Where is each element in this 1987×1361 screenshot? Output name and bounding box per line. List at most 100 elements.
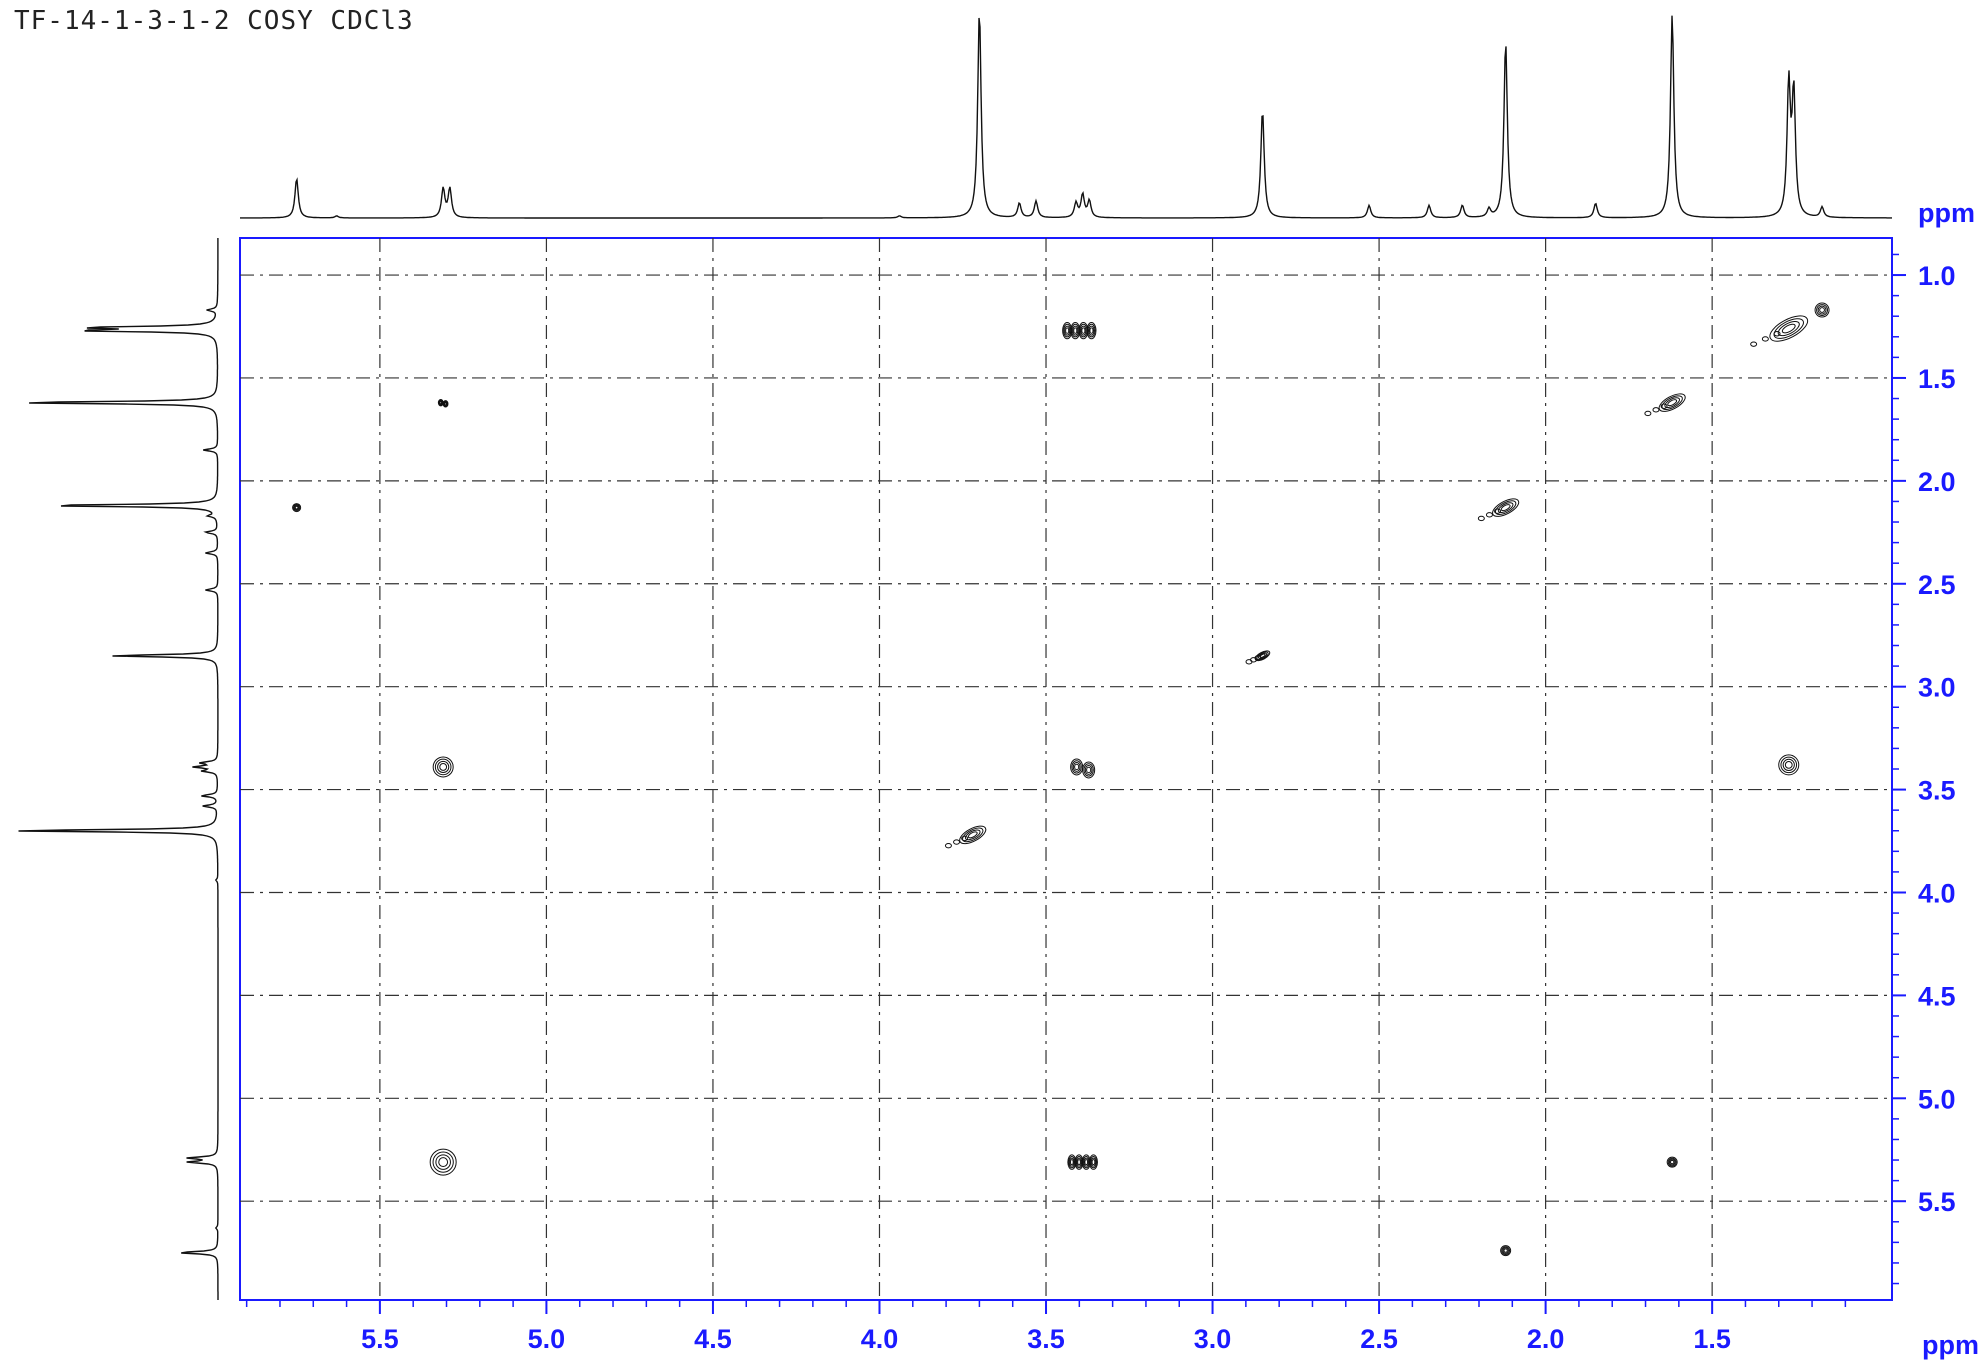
contour-ring [293,503,301,512]
contour-ring [1781,323,1796,334]
x-tick-label: 5.5 [361,1324,399,1354]
plot-frame [239,237,1893,1301]
x-axis-unit: ppm [1922,1330,1979,1360]
cross-peak [1666,1156,1678,1168]
contour-ring [1076,1157,1082,1167]
x-tick-label: 2.5 [1360,1324,1398,1354]
contour-ring [1069,1159,1074,1166]
contour-ring [1090,1157,1097,1167]
contour-ring [1082,761,1096,779]
contour-ring [1084,764,1093,775]
contour-ring [437,760,450,774]
y-tick-label: 1.5 [1918,364,1956,394]
contour-ring [1073,327,1078,334]
contour-ring [438,1157,449,1168]
contour-ring [1072,325,1079,336]
contour-ring [1667,1157,1677,1167]
contour-ring [1064,325,1071,336]
y-axis-unit: ppm [1918,198,1975,228]
contour-ring [1814,302,1830,318]
contour-ring [1658,393,1686,412]
cross-peak [1067,1154,1098,1170]
contour-ring [1088,1154,1098,1170]
contour-ring [967,831,978,839]
contour-ring [1089,1155,1098,1169]
contour-ring [434,758,452,776]
cross-peak [429,1148,457,1176]
cross-peak [1477,498,1520,522]
contour-ring [1668,1158,1676,1166]
x-tick-label: 4.5 [694,1324,732,1354]
contour-ring [443,400,448,407]
contour-ring [1081,327,1086,334]
contour-ring [1072,761,1081,772]
contour-ring [1259,653,1266,658]
y-tick-label: 4.0 [1918,878,1956,908]
contour-ring [1477,515,1485,522]
y-tick-label: 1.0 [1918,261,1956,291]
contour-ring [1065,327,1070,334]
y-tick-label: 4.5 [1918,981,1956,1011]
contour-ring [953,839,961,845]
contour-ring [442,400,449,408]
contour-ring [1502,1247,1509,1254]
contour-ring [961,835,969,842]
contour-ring [1494,508,1502,514]
y-tick-label: 3.5 [1918,776,1956,806]
cross-peak [1500,1245,1512,1257]
contour-ring [1769,315,1809,342]
contour-ring [1773,331,1781,337]
contour-ring [1780,756,1798,774]
y-tick-label: 2.0 [1918,467,1956,497]
contour-ring [294,505,299,510]
cross-peak [432,756,454,778]
contour-ring [1257,652,1268,660]
cross-peak [1070,758,1096,779]
contour-ring [293,504,300,511]
x-axis: 5.5 5.0 4.5 4.0 3.5 3.0 2.5 2.0 1.5 [245,1300,1847,1354]
contour-ring [439,401,443,405]
contour-ring [1089,327,1094,334]
contour-ring [1503,1248,1508,1253]
y-axis: 1.0 1.5 2.0 2.5 3.0 3.5 4.0 4.5 5.0 5.5 [1892,253,1956,1285]
contour-ring [944,842,952,849]
cross-peak [1245,650,1271,665]
cross-peak [944,825,987,849]
x-tick-label: 1.5 [1693,1324,1731,1354]
contour-ring [432,756,454,778]
y-tick-label: 5.0 [1918,1084,1956,1114]
cross-peak [1750,315,1809,347]
cross-peak [292,503,302,513]
contour-ring [438,400,443,405]
contour-ring [1492,498,1520,517]
contour-ring [1256,651,1269,661]
contour-ring [1652,407,1660,413]
contour-ring [1817,305,1827,315]
x-tick-label: 2.0 [1527,1324,1565,1354]
contour-ring [1083,1157,1089,1167]
cross-peak [1778,754,1800,776]
x-tick-label: 3.5 [1027,1324,1065,1354]
contour-ring [1071,760,1082,774]
contour-ring [1784,760,1793,769]
contour-ring [964,829,981,841]
contour-ring [1660,403,1668,409]
contour-ring [1750,341,1758,347]
left-projection-spectrum [18,238,219,1300]
contour-ring [1500,504,1511,512]
contour-ring [1485,512,1493,518]
y-tick-label: 2.5 [1918,570,1956,600]
x-tick-label: 4.0 [861,1324,899,1354]
contour-ring [1069,1157,1075,1167]
y-tick-label: 5.5 [1918,1187,1956,1217]
contour-ring [443,401,448,407]
contour-ring [1816,304,1829,316]
contour-ring [1497,502,1514,514]
contour-ring [1501,1246,1511,1256]
contour-ring [1074,763,1080,771]
contour-ring [432,1151,454,1173]
contour-ring [435,1154,451,1170]
contour-ring [292,503,302,513]
contour-ring [1245,659,1253,665]
